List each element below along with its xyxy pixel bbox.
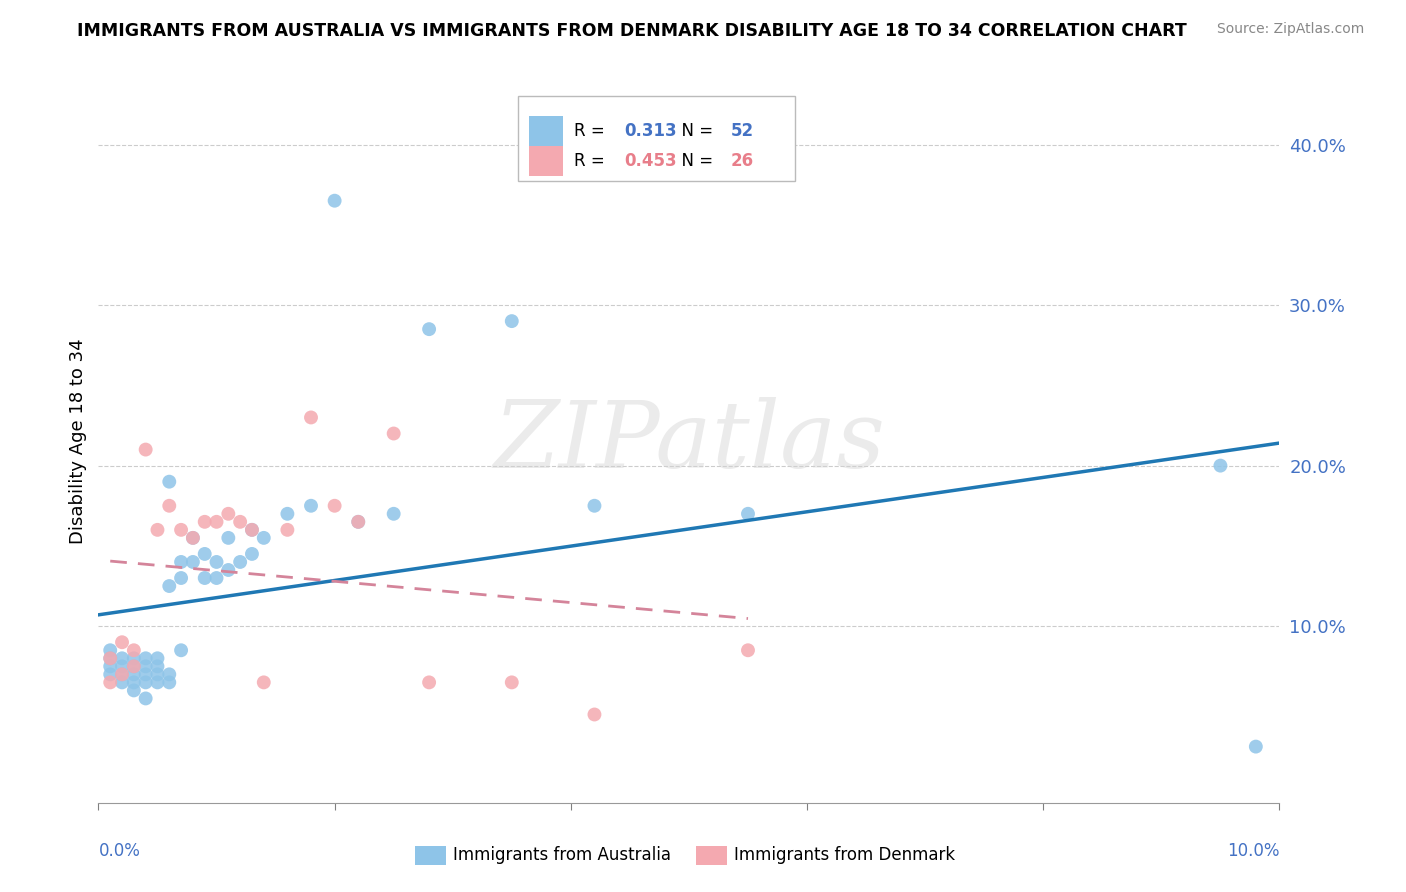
Text: Immigrants from Denmark: Immigrants from Denmark	[734, 847, 955, 864]
Point	[217, 507, 239, 521]
Point	[146, 675, 169, 690]
Point	[217, 563, 239, 577]
Point	[205, 555, 228, 569]
Point	[382, 507, 405, 521]
Bar	[530, 116, 562, 146]
Point	[98, 675, 121, 690]
Point	[135, 442, 157, 457]
Point	[299, 499, 322, 513]
Point	[111, 635, 134, 649]
Point	[146, 523, 169, 537]
Point	[240, 523, 263, 537]
Point	[347, 515, 370, 529]
Point	[157, 675, 180, 690]
Point	[157, 667, 180, 681]
Point	[253, 675, 276, 690]
Bar	[530, 146, 562, 177]
Point	[181, 531, 204, 545]
Point	[122, 659, 145, 673]
Text: 52: 52	[730, 122, 754, 140]
Point	[135, 675, 157, 690]
Point	[501, 675, 523, 690]
Point	[122, 651, 145, 665]
Point	[229, 555, 252, 569]
Point	[323, 499, 346, 513]
Point	[111, 651, 134, 665]
Point	[253, 531, 276, 545]
Text: IMMIGRANTS FROM AUSTRALIA VS IMMIGRANTS FROM DENMARK DISABILITY AGE 18 TO 34 COR: IMMIGRANTS FROM AUSTRALIA VS IMMIGRANTS …	[77, 22, 1187, 40]
Text: N =: N =	[671, 122, 718, 140]
Point	[98, 667, 121, 681]
Point	[135, 691, 157, 706]
Point	[170, 643, 193, 657]
Point	[170, 523, 193, 537]
Point	[135, 659, 157, 673]
Point	[299, 410, 322, 425]
Text: Immigrants from Australia: Immigrants from Australia	[453, 847, 671, 864]
Point	[217, 531, 239, 545]
FancyBboxPatch shape	[517, 96, 796, 181]
Point	[240, 547, 263, 561]
Text: N =: N =	[671, 153, 718, 170]
Text: 0.313: 0.313	[624, 122, 676, 140]
Point	[737, 643, 759, 657]
Point	[135, 667, 157, 681]
Point	[181, 555, 204, 569]
Point	[170, 555, 193, 569]
Point	[98, 643, 121, 657]
Point	[737, 507, 759, 521]
Point	[583, 499, 606, 513]
Text: R =: R =	[575, 153, 610, 170]
Point	[122, 675, 145, 690]
Text: 0.453: 0.453	[624, 153, 676, 170]
Point	[157, 475, 180, 489]
Text: ZIPatlas: ZIPatlas	[494, 397, 884, 486]
Point	[205, 515, 228, 529]
Point	[194, 515, 217, 529]
Point	[181, 531, 204, 545]
Text: R =: R =	[575, 122, 610, 140]
Point	[194, 547, 217, 561]
Point	[122, 643, 145, 657]
Point	[157, 579, 180, 593]
Point	[170, 571, 193, 585]
Point	[122, 667, 145, 681]
Y-axis label: Disability Age 18 to 34: Disability Age 18 to 34	[69, 339, 87, 544]
Point	[276, 523, 298, 537]
Point	[157, 499, 180, 513]
Point	[98, 659, 121, 673]
Point	[146, 667, 169, 681]
Point	[501, 314, 523, 328]
Point	[146, 651, 169, 665]
Point	[135, 651, 157, 665]
Point	[240, 523, 263, 537]
Point	[146, 659, 169, 673]
Point	[382, 426, 405, 441]
Point	[583, 707, 606, 722]
Point	[1209, 458, 1232, 473]
Point	[276, 507, 298, 521]
Text: 26: 26	[730, 153, 754, 170]
Point	[1244, 739, 1267, 754]
Point	[111, 667, 134, 681]
Text: 10.0%: 10.0%	[1227, 842, 1279, 860]
Text: Source: ZipAtlas.com: Source: ZipAtlas.com	[1216, 22, 1364, 37]
Point	[418, 322, 440, 336]
Point	[111, 667, 134, 681]
Point	[194, 571, 217, 585]
Point	[122, 683, 145, 698]
Point	[111, 659, 134, 673]
Point	[347, 515, 370, 529]
Point	[98, 651, 121, 665]
Point	[111, 675, 134, 690]
Point	[418, 675, 440, 690]
Point	[205, 571, 228, 585]
Point	[122, 659, 145, 673]
Point	[323, 194, 346, 208]
Text: 0.0%: 0.0%	[98, 842, 141, 860]
Point	[229, 515, 252, 529]
Point	[98, 651, 121, 665]
